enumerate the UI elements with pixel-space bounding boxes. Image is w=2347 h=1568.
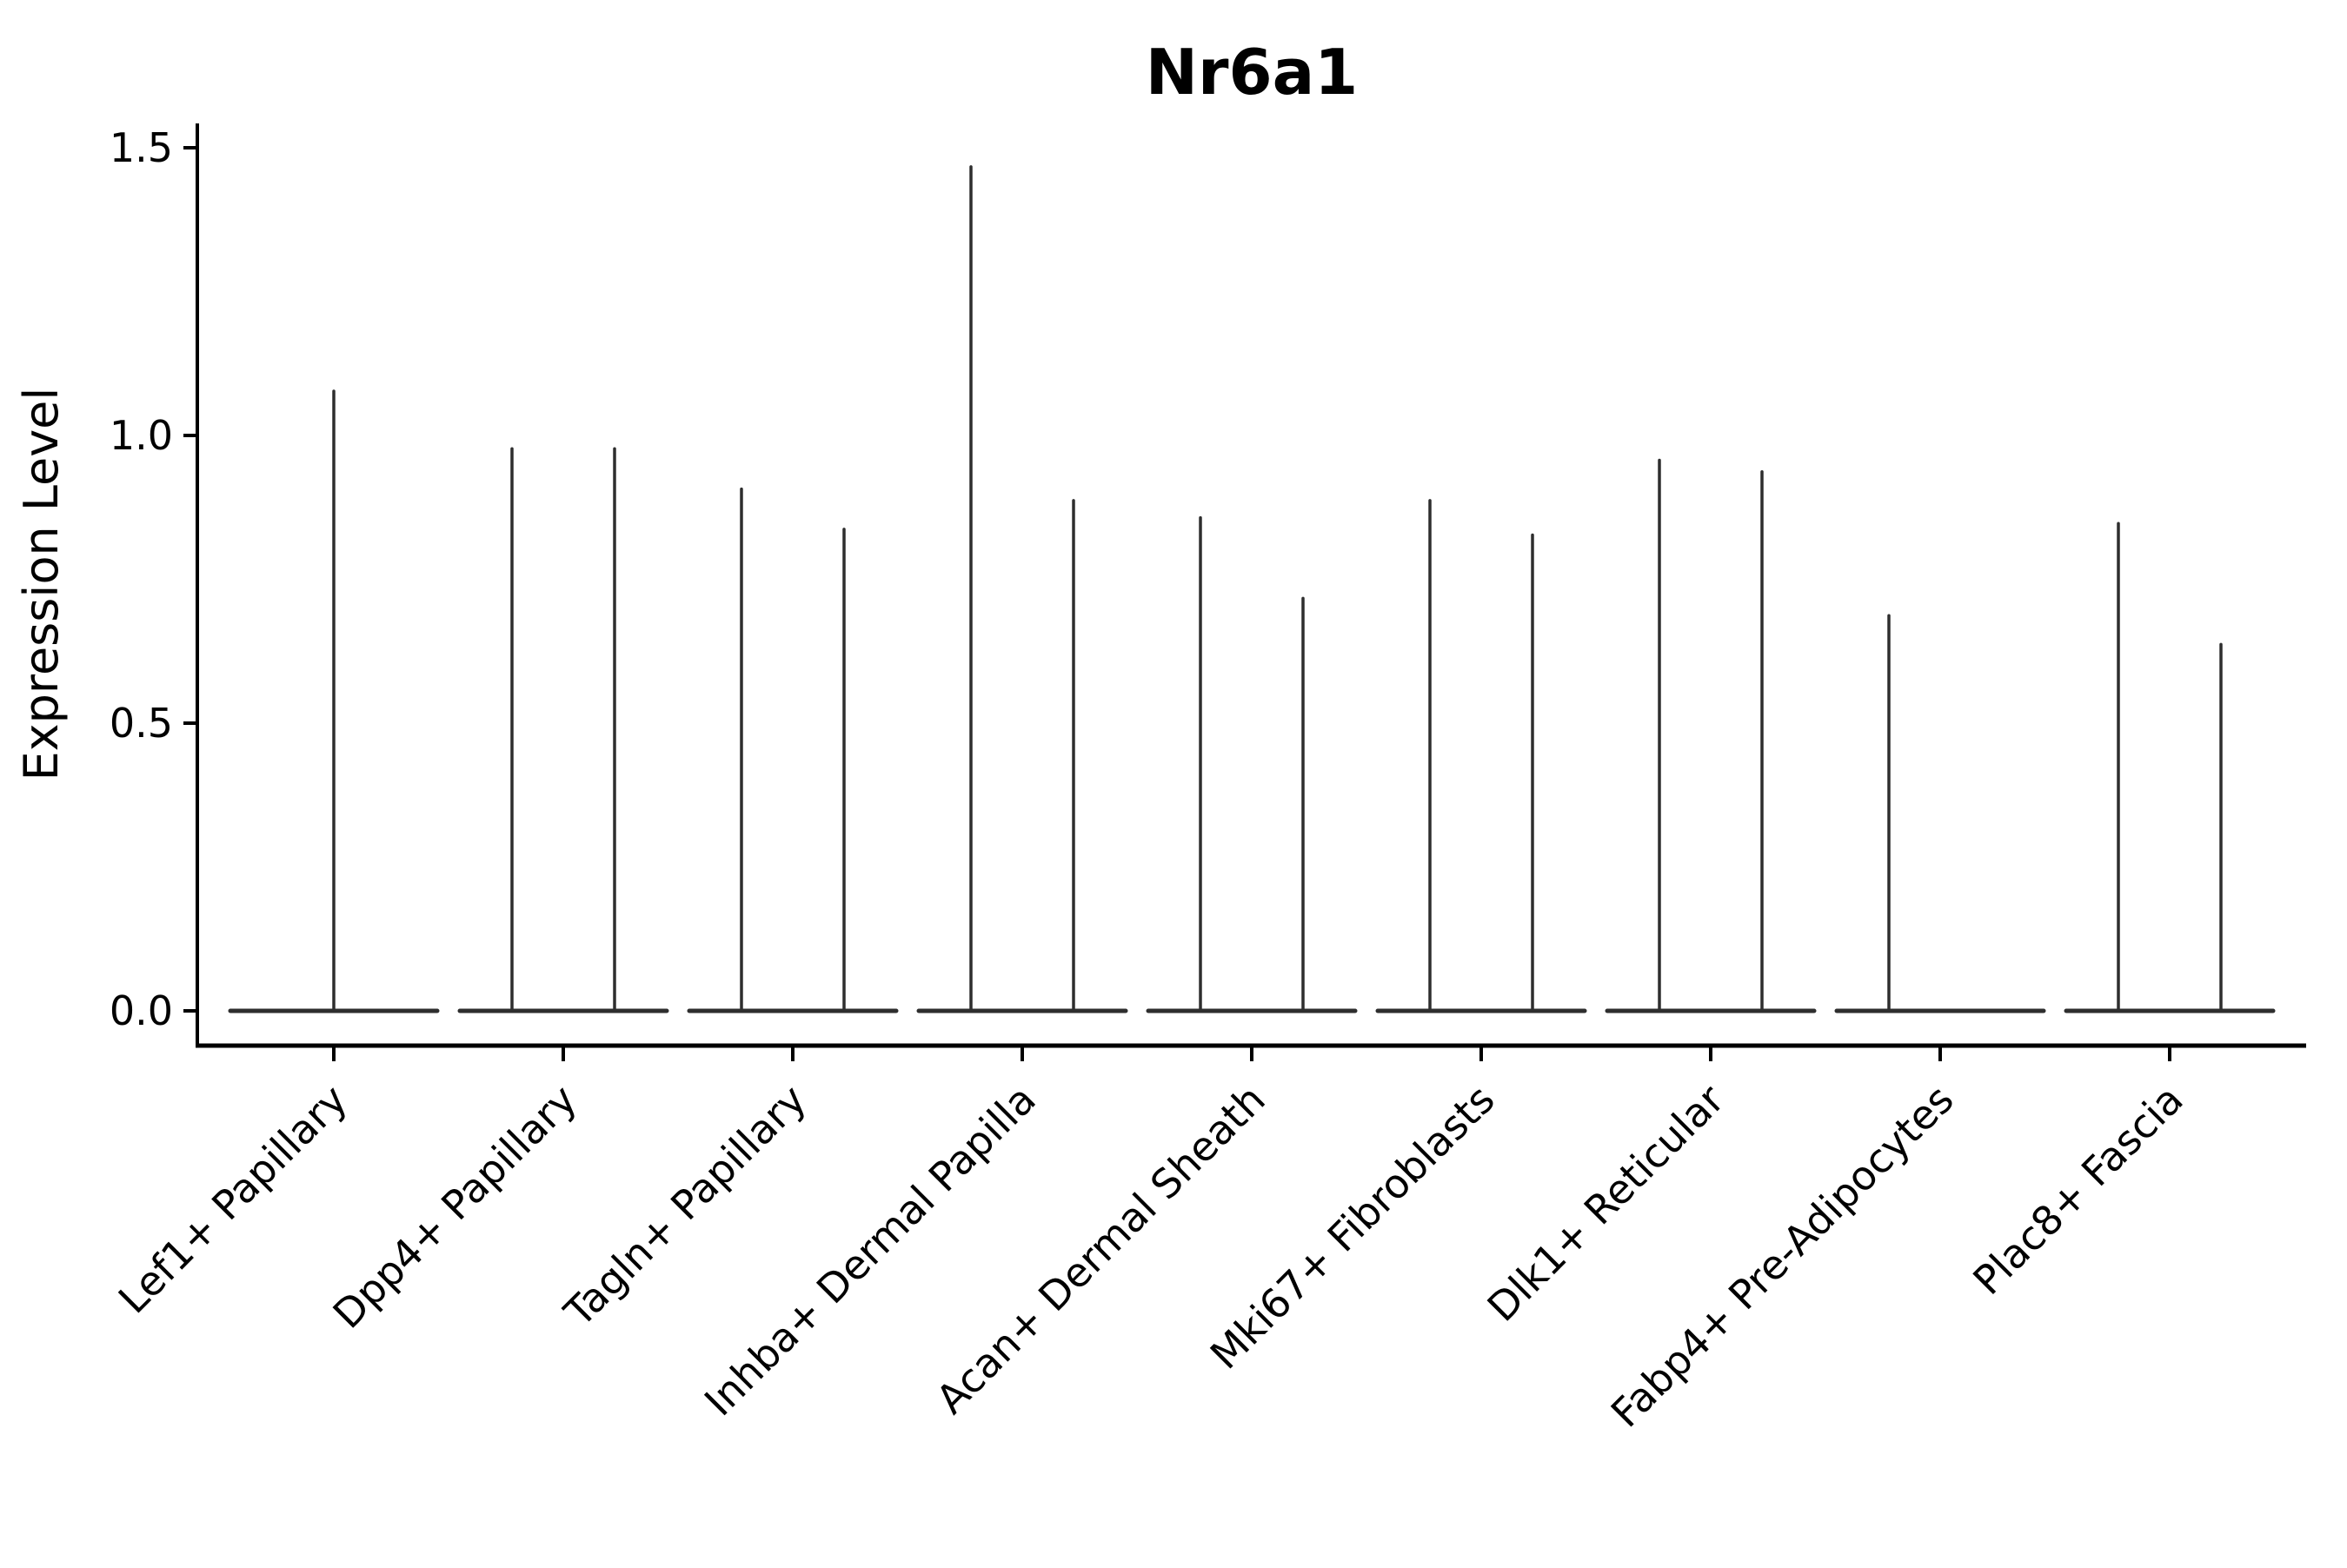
x-tick-label: Plac8+ Fascia [1964,1076,2191,1304]
chart-title: Nr6a1 [1146,36,1359,109]
violin-group [228,389,440,1013]
violin-group [1146,515,1358,1013]
y-tick-label: 0.0 [110,987,173,1034]
x-tick-label: Dlk1+ Reticular [1479,1076,1733,1331]
y-axis-ticks: 0.0 0.5 1.0 1.5 [110,124,197,1034]
violin-group [916,165,1128,1013]
x-tick-label: Tagln+ Papillary [555,1076,815,1337]
violin-group [1375,499,1587,1013]
y-tick-label: 1.0 [110,412,173,459]
y-axis-label: Expression Level [14,388,69,781]
violin-group [457,447,669,1013]
y-tick-label: 1.5 [110,124,173,171]
violin-marks [228,165,2276,1013]
x-tick-label: Dpp4+ Papillary [324,1076,586,1338]
violin-group [2064,522,2276,1013]
violin-group [687,487,899,1013]
violin-group [1834,614,2046,1013]
violin-group [1605,458,1817,1013]
x-tick-label: Lef1+ Papillary [110,1076,356,1323]
y-tick-label: 0.5 [110,700,173,747]
